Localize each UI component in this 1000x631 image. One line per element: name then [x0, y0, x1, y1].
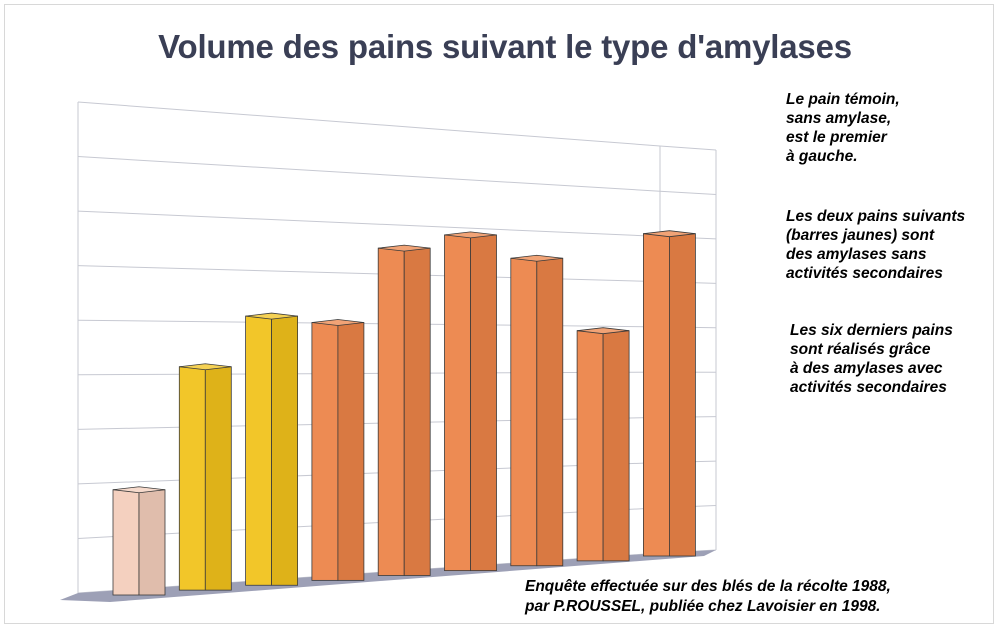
annotation-control-bread: Le pain témoin, sans amylase, est le pre… — [786, 91, 900, 165]
gridline — [77, 416, 661, 430]
bar-1 — [112, 486, 166, 596]
gridline — [77, 265, 661, 283]
gridline — [77, 462, 661, 485]
annotation-yellow-bars: Les deux pains suivants (barres jaunes) … — [786, 208, 966, 282]
bar-3 — [245, 312, 299, 586]
gridline — [77, 101, 661, 147]
bar-9 — [643, 230, 696, 557]
gridline — [77, 156, 661, 192]
source-note: Enquête effectuée sur des blés de la réc… — [525, 578, 891, 615]
annotation-last-six-bars: Les six derniers pains sont réalisés grâ… — [790, 322, 953, 396]
bar-7 — [510, 254, 564, 567]
bar-4 — [311, 319, 365, 581]
chart-title: Volume des pains suivant le type d'amyla… — [158, 28, 852, 65]
side-gridline — [659, 145, 717, 151]
bar-8 — [576, 327, 630, 562]
gridline — [77, 210, 661, 237]
side-gridline — [659, 190, 717, 195]
bar-2 — [178, 363, 232, 591]
gridline — [77, 319, 661, 328]
bar-5 — [377, 244, 431, 576]
gridline — [77, 371, 661, 376]
bar-6 — [444, 231, 497, 572]
image-frame — [4, 4, 994, 624]
